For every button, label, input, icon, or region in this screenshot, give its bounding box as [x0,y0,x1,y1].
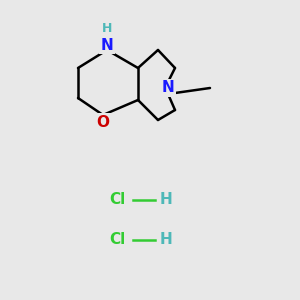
Text: N: N [100,38,113,52]
Text: Cl: Cl [109,232,125,247]
Text: Cl: Cl [109,193,125,208]
Text: H: H [102,22,112,34]
Text: O: O [97,115,110,130]
Text: N: N [162,80,174,95]
Text: H: H [160,232,172,247]
Text: H: H [160,193,172,208]
